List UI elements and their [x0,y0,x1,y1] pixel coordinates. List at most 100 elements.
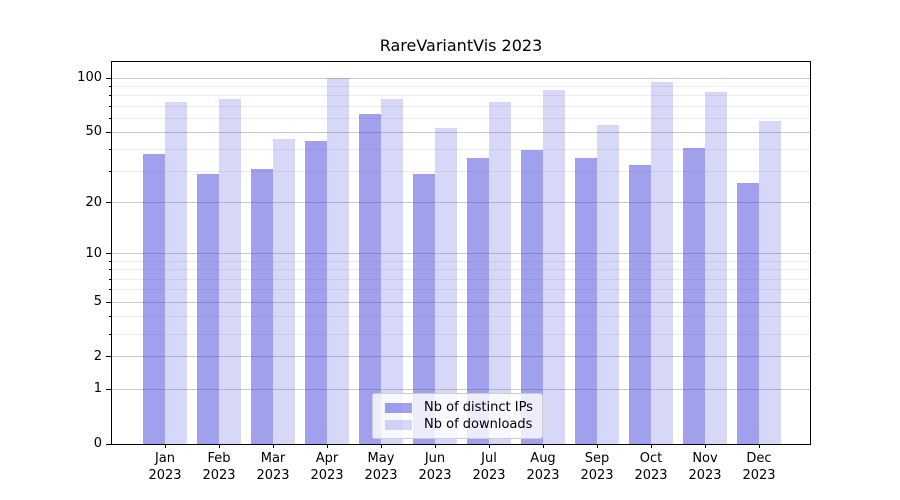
y-minor-tick-mark-4 [109,315,112,317]
y-tick-label-0: 0 [93,436,102,451]
x-tick-label-jan: Jan 2023 [148,451,182,483]
y-minor-tick-mark-7 [109,278,112,280]
y-tick-label-1: 1 [93,381,102,397]
bar-distinct-ips-nov [683,147,705,444]
bar-distinct-ips-feb [197,174,219,444]
gridline-major-20 [112,202,810,204]
gridline-minor-90 [112,86,810,88]
gridline-minor-8 [112,269,810,271]
x-tick-mark-jun [434,444,436,448]
gridline-minor-40 [112,149,810,151]
x-tick-mark-oct [650,444,652,448]
y-tick-mark-50 [106,131,111,133]
bar-distinct-ips-jun [413,174,435,444]
gridline-major-10 [112,253,810,255]
bar-distinct-ips-oct [629,164,651,444]
x-tick-mark-nov [704,444,706,448]
y-minor-tick-mark-90 [109,86,112,88]
gridline-minor-3 [112,333,810,335]
y-tick-label-2: 2 [93,348,102,364]
bar-distinct-ips-jan [143,153,165,444]
x-tick-mark-aug [542,444,544,448]
x-tick-label-apr: Apr 2023 [310,451,344,483]
bar-downloads-apr [327,78,349,444]
x-tick-label-oct: Oct 2023 [634,451,668,483]
x-tick-mark-jan [164,444,166,448]
y-minor-tick-mark-30 [109,171,112,173]
x-tick-label-aug: Aug 2023 [526,451,560,483]
gridline-minor-60 [112,117,810,119]
x-tick-label-mar: Mar 2023 [256,451,290,483]
gridline-minor-30 [112,171,810,173]
bar-distinct-ips-jul [467,157,489,444]
bar-distinct-ips-dec [737,182,759,444]
gridline-minor-6 [112,289,810,291]
y-tick-label-10: 10 [85,245,102,261]
gridline-minor-70 [112,105,810,107]
legend-swatch-downloads-icon [385,419,412,430]
x-tick-mark-feb [218,444,220,448]
bar-distinct-ips-may [359,114,381,444]
x-tick-mark-may [380,444,382,448]
gridline-minor-80 [112,95,810,97]
bar-distinct-ips-sep [575,157,597,444]
x-tick-label-nov: Nov 2023 [688,451,722,483]
y-tick-label-100: 100 [77,70,102,86]
bar-distinct-ips-mar [251,169,273,444]
x-tick-mark-jul [488,444,490,448]
bar-downloads-sep [597,124,619,444]
gridline-major-100 [112,77,810,79]
y-tick-mark-100 [106,77,111,79]
bar-distinct-ips-aug [521,149,543,444]
y-tick-mark-1 [106,388,111,390]
y-tick-label-50: 50 [85,124,102,140]
x-tick-mark-dec [758,444,760,448]
y-minor-tick-mark-60 [109,117,112,119]
y-tick-mark-20 [106,202,111,204]
y-minor-tick-mark-6 [109,289,112,291]
y-minor-tick-mark-8 [109,269,112,271]
legend-label-downloads: Nb of downloads [424,417,533,432]
x-tick-mark-apr [326,444,328,448]
y-minor-tick-mark-80 [109,95,112,97]
legend-label-distinct-ips: Nb of distinct IPs [424,400,533,415]
bar-downloads-nov [705,91,727,444]
x-tick-label-may: May 2023 [364,451,398,483]
bar-downloads-may [381,98,403,444]
legend: Nb of distinct IPs Nb of downloads [372,393,543,439]
bar-downloads-mar [273,138,295,444]
bar-downloads-dec [759,120,781,444]
y-minor-tick-mark-3 [109,333,112,335]
y-minor-tick-mark-70 [109,105,112,107]
chart-title: RareVariantVis 2023 [379,36,543,55]
bar-downloads-jul [489,101,511,444]
legend-item-downloads: Nb of downloads [385,417,532,432]
y-tick-mark-10 [106,253,111,255]
y-tick-label-5: 5 [93,294,102,309]
plot-area [111,61,811,445]
y-tick-mark-5 [106,301,111,303]
legend-swatch-distinct-ips-icon [385,402,412,413]
x-tick-mark-sep [596,444,598,448]
gridline-major-5 [112,301,810,303]
bar-downloads-aug [543,90,565,444]
x-tick-label-jul: Jul 2023 [472,451,506,483]
gridline-minor-7 [112,278,810,280]
gridline-major-1 [112,388,810,390]
bar-distinct-ips-apr [305,140,327,444]
x-tick-label-dec: Dec 2023 [742,451,776,483]
x-tick-label-feb: Feb 2023 [202,451,236,483]
gridline-minor-4 [112,315,810,317]
gridline-major-50 [112,131,810,133]
gridline-major-2 [112,356,810,358]
gridline-minor-9 [112,261,810,263]
x-tick-label-sep: Sep 2023 [580,451,614,483]
bar-downloads-oct [651,82,673,444]
legend-item-distinct-ips: Nb of distinct IPs [385,400,533,415]
bar-downloads-feb [219,98,241,444]
bar-downloads-jun [435,127,457,444]
y-minor-tick-mark-40 [109,149,112,151]
bar-downloads-jan [165,101,187,444]
y-minor-tick-mark-9 [109,261,112,263]
